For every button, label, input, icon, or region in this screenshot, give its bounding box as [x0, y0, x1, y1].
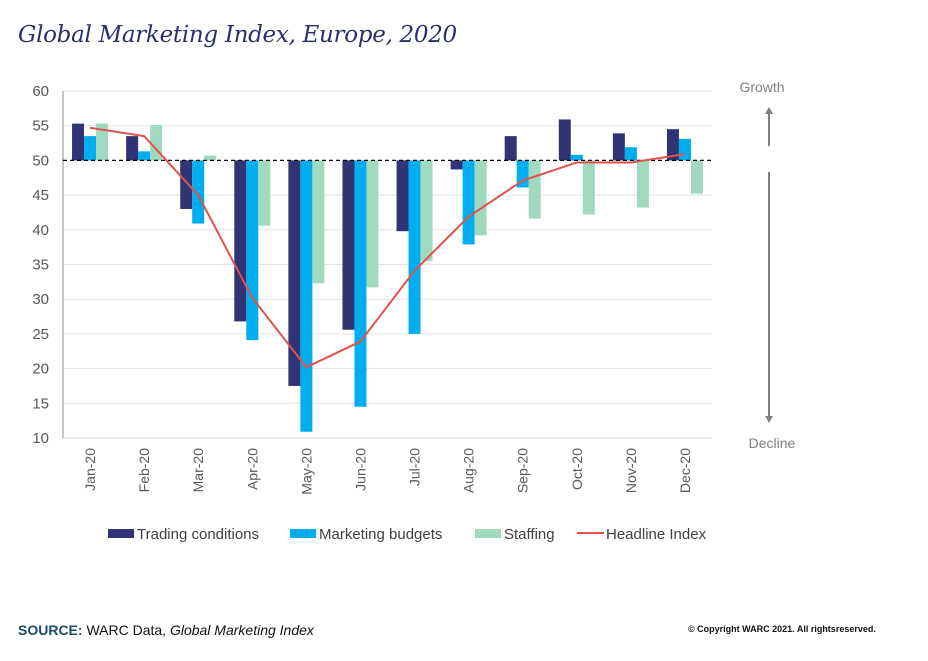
- y-tick-label: 30: [32, 291, 49, 308]
- bar-marketing-budgets: [246, 160, 259, 341]
- growth-arrow-icon: [765, 107, 773, 146]
- bar-trading-conditions: [558, 119, 571, 161]
- x-tick-label: Apr-20: [244, 448, 260, 490]
- bar-staffing: [96, 123, 109, 161]
- bar-staffing: [204, 155, 217, 161]
- y-tick-label: 40: [32, 222, 49, 239]
- source-italic: Global Marketing Index: [169, 622, 314, 638]
- x-tick-label: Dec-20: [677, 448, 693, 493]
- x-tick-label: Sep-20: [515, 448, 531, 493]
- x-tick-label: Jun-20: [352, 448, 368, 491]
- bar-trading-conditions: [126, 136, 139, 161]
- bar-staffing: [690, 160, 703, 194]
- y-tick-label: 10: [32, 430, 49, 447]
- legend-swatch: [475, 529, 501, 538]
- bar-marketing-budgets: [516, 160, 529, 188]
- x-tick-label: Jul-20: [407, 448, 423, 486]
- bar-marketing-budgets: [678, 138, 691, 161]
- bar-marketing-budgets: [84, 136, 97, 161]
- bar-marketing-budgets: [462, 160, 475, 245]
- legend-swatch: [108, 529, 134, 538]
- decline-arrow-icon: [765, 172, 773, 423]
- bar-trading-conditions: [450, 160, 463, 170]
- bar-staffing: [636, 160, 649, 208]
- bar-trading-conditions: [180, 160, 193, 209]
- y-axis-ticks: 10 15 20 25 30 35 40 45 50 55 60: [32, 83, 49, 447]
- x-tick-label: Aug-20: [461, 448, 477, 493]
- legend: Trading conditions Marketing budgets Staff…: [108, 526, 707, 543]
- bars: [72, 119, 703, 432]
- legend-label: Marketing budgets: [319, 526, 442, 543]
- x-axis-ticks: Jan-20 Feb-20 Mar-20 Apr-20 May-20 Jun-20 Jul-…: [82, 448, 693, 495]
- x-tick-label: May-20: [298, 448, 314, 495]
- y-tick-label: 45: [32, 187, 49, 204]
- bar-trading-conditions: [396, 160, 409, 232]
- legend-label: Headline Index: [606, 526, 707, 543]
- bar-marketing-budgets: [408, 160, 421, 334]
- bar-staffing: [420, 160, 433, 262]
- y-tick-label: 60: [32, 83, 49, 100]
- bar-trading-conditions: [612, 133, 625, 161]
- bar-trading-conditions: [504, 136, 517, 161]
- bar-marketing-budgets: [570, 154, 583, 161]
- legend-swatch: [290, 529, 316, 538]
- legend-label: Staffing: [504, 526, 555, 543]
- headline-index-line: [89, 126, 686, 369]
- x-tick-label: Oct-20: [569, 448, 585, 490]
- decline-label: Decline: [749, 435, 796, 451]
- bar-trading-conditions: [342, 160, 355, 330]
- bar-staffing: [474, 160, 487, 236]
- bar-trading-conditions: [288, 160, 301, 386]
- source-text: WARC Data,: [86, 622, 170, 638]
- bar-staffing: [258, 160, 271, 226]
- bar-marketing-budgets: [138, 151, 151, 161]
- bar-staffing: [582, 160, 595, 215]
- y-tick-label: 50: [32, 152, 49, 169]
- bar-marketing-budgets: [192, 160, 205, 224]
- gridlines: [63, 90, 712, 439]
- y-tick-label: 55: [32, 118, 49, 135]
- bar-staffing: [528, 160, 541, 219]
- chart-title: Global Marketing Index, Europe, 2020: [18, 22, 457, 48]
- x-tick-label: Nov-20: [623, 448, 639, 493]
- bar-staffing: [312, 160, 325, 284]
- bar-trading-conditions: [666, 129, 679, 161]
- bar-marketing-budgets: [354, 160, 367, 407]
- y-tick-label: 35: [32, 257, 49, 274]
- x-tick-label: Mar-20: [190, 448, 206, 493]
- bar-marketing-budgets: [300, 160, 313, 432]
- bar-trading-conditions: [72, 123, 85, 161]
- growth-label: Growth: [739, 79, 784, 95]
- bar-staffing: [366, 160, 379, 288]
- bar-marketing-budgets: [624, 147, 637, 161]
- x-tick-label: Feb-20: [136, 448, 152, 493]
- legend-label: Trading conditions: [137, 526, 259, 543]
- source-note: SOURCE: WARC Data, Global Marketing Inde…: [18, 622, 314, 638]
- y-tick-label: 15: [32, 395, 49, 412]
- copyright: © Copyright WARC 2021. All rightsreserve…: [688, 624, 876, 634]
- bar-trading-conditions: [234, 160, 247, 322]
- y-tick-label: 25: [32, 326, 49, 343]
- y-tick-label: 20: [32, 361, 49, 378]
- source-label: SOURCE:: [18, 622, 83, 638]
- x-tick-label: Jan-20: [82, 448, 98, 491]
